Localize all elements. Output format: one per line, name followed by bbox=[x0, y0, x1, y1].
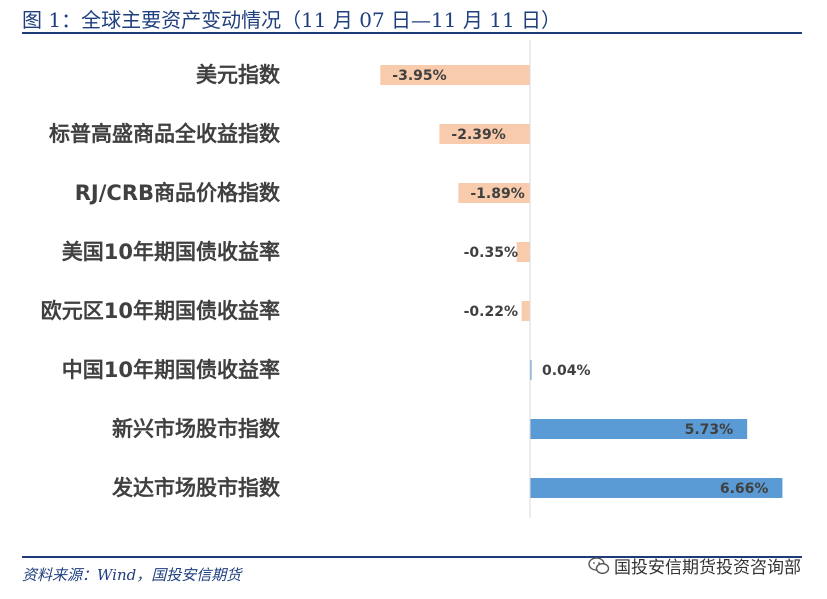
category-label: 新兴市场股市指数 bbox=[112, 417, 281, 441]
value-label: -0.22% bbox=[464, 304, 518, 320]
category-label: 发达市场股市指数 bbox=[111, 476, 281, 500]
bar bbox=[439, 124, 530, 144]
category-label: 美国10年期国债收益率 bbox=[62, 240, 280, 264]
bar bbox=[530, 360, 532, 380]
value-label: -2.39% bbox=[451, 127, 505, 143]
figure-title: 图 1：全球主要资产变动情况（11 月 07 日—11 月 11 日） bbox=[22, 8, 562, 32]
category-label: 美元指数 bbox=[196, 63, 281, 87]
bar bbox=[530, 478, 783, 498]
bar bbox=[380, 65, 530, 85]
value-label: -3.95% bbox=[392, 68, 446, 84]
bar bbox=[516, 242, 530, 262]
bar bbox=[458, 183, 530, 203]
value-label: 0.04% bbox=[542, 363, 591, 379]
category-label: 标普高盛商品全收益指数 bbox=[49, 122, 281, 146]
category-label: RJ/CRB商品价格指数 bbox=[75, 181, 281, 205]
wechat-icon bbox=[588, 556, 610, 574]
value-label: -0.35% bbox=[464, 245, 518, 261]
bars bbox=[380, 65, 783, 498]
bar bbox=[521, 301, 530, 321]
bottom-rule bbox=[22, 556, 802, 558]
watermark: 国投安信期货投资咨询部 bbox=[588, 553, 801, 578]
watermark-text: 国投安信期货投资咨询部 bbox=[614, 558, 801, 578]
value-label: 6.66% bbox=[720, 481, 769, 497]
source-note: 资料来源：Wind，国投安信期货 bbox=[22, 566, 242, 584]
value-label: 5.73% bbox=[685, 422, 734, 438]
category-label: 中国10年期国债收益率 bbox=[62, 358, 280, 382]
category-label: 欧元区10年期国债收益率 bbox=[41, 299, 280, 323]
bar bbox=[530, 419, 748, 439]
value-labels: -3.95% -2.39% -1.89% -0.35% -0.22% 0.04% 5.73%… bbox=[392, 68, 768, 497]
value-label: -1.89% bbox=[470, 186, 524, 202]
top-rule bbox=[22, 32, 802, 34]
